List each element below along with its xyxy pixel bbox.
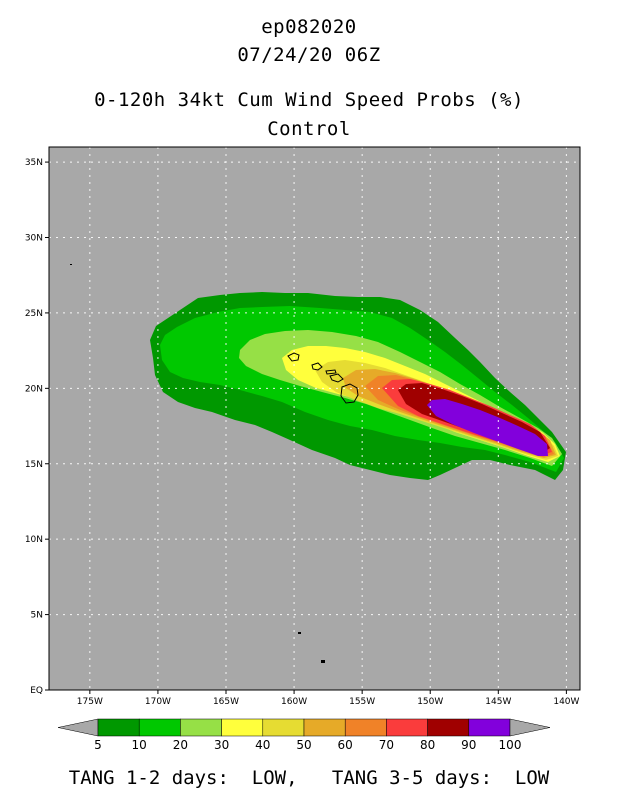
storm-id-title: ep082020	[261, 16, 357, 38]
island-molokai	[325, 369, 337, 375]
map-gridlines	[49, 147, 580, 690]
colorbar-label: 40	[255, 738, 270, 752]
member-title: Control	[267, 118, 351, 140]
colorbar: 5 10 20 30 40 50 60 70 80 90 100	[57, 718, 551, 752]
small-atoll	[321, 660, 325, 663]
colorbar-swatch	[97, 718, 140, 737]
tang-footer: TANG 1-2 days: LOW, TANG 3-5 days: LOW	[68, 767, 550, 789]
lat-tick-label: 10N	[25, 535, 43, 545]
hawaiian-islands	[70, 264, 359, 663]
colorbar-swatch	[386, 718, 428, 737]
colorbar-label: 90	[461, 738, 476, 752]
island-kauai	[287, 352, 300, 362]
lon-tick-label: 175W	[77, 697, 103, 707]
colorbar-under-arrow	[57, 718, 99, 737]
longitude-axis: 175W 170W 165W 160W 155W 150W 145W 140W	[77, 690, 580, 707]
colorbar-label: 50	[296, 738, 311, 752]
lat-tick-label: 35N	[25, 158, 43, 168]
colorbar-label: 60	[338, 738, 353, 752]
probability-contours	[150, 292, 566, 480]
island-maui	[329, 373, 344, 383]
colorbar-label: 10	[132, 738, 147, 752]
lat-tick-label: 20N	[25, 384, 43, 394]
lat-tick-label: 25N	[25, 309, 43, 319]
colorbar-label: 100	[499, 738, 522, 752]
lon-tick-label: 170W	[145, 697, 171, 707]
lat-tick-label: 30N	[25, 234, 43, 244]
small-atoll	[70, 264, 72, 265]
colorbar-label: 20	[173, 738, 188, 752]
lat-tick-label: 15N	[25, 460, 43, 470]
colorbar-swatch	[262, 718, 305, 737]
small-atoll	[298, 632, 301, 634]
colorbar-swatch	[138, 718, 181, 737]
lat-tick-label: EQ	[30, 686, 43, 696]
colorbar-label: 5	[94, 738, 102, 752]
colorbar-swatch	[180, 718, 222, 737]
colorbar-swatch	[468, 718, 511, 737]
colorbar-swatch	[221, 718, 264, 737]
colorbar-swatch	[303, 718, 346, 737]
colorbar-label: 30	[214, 738, 229, 752]
lon-tick-label: 140W	[553, 697, 579, 707]
island-oahu	[311, 362, 323, 371]
colorbar-label: 80	[420, 738, 435, 752]
product-title: 0-120h 34kt Cum Wind Speed Probs (%)	[94, 89, 524, 111]
map-frame	[48, 146, 581, 691]
lon-tick-label: 160W	[281, 697, 307, 707]
contour-90-percent	[427, 399, 548, 456]
colorbar-swatch	[427, 718, 470, 737]
colorbar-swatch	[344, 718, 387, 737]
lon-tick-label: 165W	[213, 697, 239, 707]
colorbar-label: 70	[379, 738, 394, 752]
island-big-island	[340, 383, 359, 404]
lon-tick-label: 145W	[485, 697, 511, 707]
datetime-title: 07/24/20 06Z	[237, 44, 381, 66]
latitude-axis: 35N 30N 25N 20N 15N 10N 5N EQ	[25, 158, 49, 696]
lat-tick-label: 5N	[31, 611, 43, 621]
lon-tick-label: 150W	[417, 697, 443, 707]
lon-tick-label: 155W	[349, 697, 375, 707]
colorbar-over-arrow	[509, 718, 551, 737]
